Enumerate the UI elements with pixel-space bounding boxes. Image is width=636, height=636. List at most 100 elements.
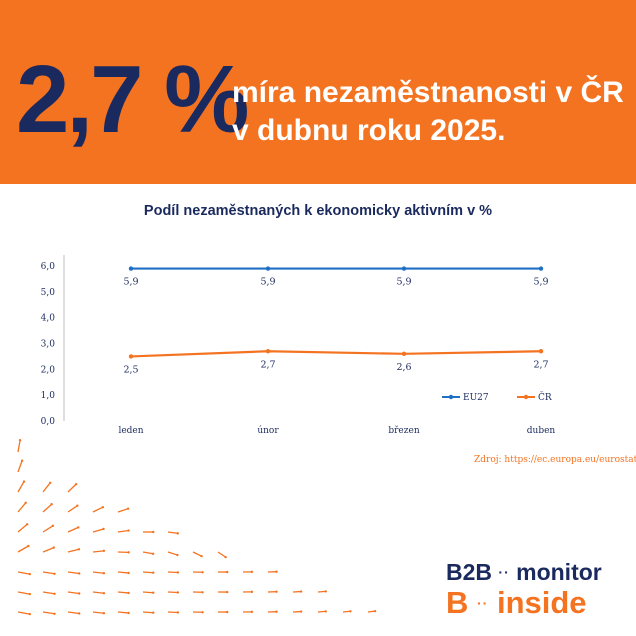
decor-arrow-head (324, 610, 327, 613)
decor-arrow-icon (17, 502, 27, 513)
decor-arrow-icon (342, 610, 351, 613)
legend-marker (448, 394, 454, 400)
data-point (538, 266, 544, 271)
decor-arrow-icon (142, 571, 154, 574)
decor-arrow-head (102, 527, 105, 531)
decor-arrow-head (152, 611, 155, 614)
decor-arrow-head (126, 507, 130, 510)
decor-arrow-icon (92, 571, 104, 574)
decor-arrow-head (18, 438, 22, 442)
decor-arrow-head (176, 553, 179, 557)
decor-arrow-head (28, 592, 32, 596)
logo-b2b: B2B (446, 559, 493, 585)
decor-arrow-head (201, 611, 204, 614)
arrow-pattern-decoration (17, 438, 377, 616)
decor-arrow-icon (17, 611, 30, 615)
headline-line-2: v dubnu roku 2025. (232, 114, 506, 147)
decor-arrow-head (78, 612, 81, 615)
decor-arrow-icon (42, 503, 53, 513)
data-label: 5,9 (533, 277, 548, 288)
decor-arrow-head (25, 523, 29, 526)
decor-arrow-icon (167, 531, 178, 535)
x-tick-label: leden (118, 426, 143, 436)
decor-arrow-icon (192, 551, 202, 557)
decor-arrow-icon (317, 610, 326, 613)
data-label: 5,9 (260, 277, 275, 288)
decor-arrow-head (224, 555, 227, 559)
decor-arrow-icon (17, 591, 30, 595)
x-tick-label: únor (257, 425, 279, 436)
y-tick-label: 2,0 (41, 365, 56, 375)
decor-arrow-icon (92, 506, 104, 513)
legend-label: EU27 (463, 393, 489, 403)
decor-arrow-head (53, 592, 56, 595)
decor-arrow-icon (217, 551, 226, 558)
decor-arrow-head (27, 544, 30, 548)
decor-arrow-icon (142, 551, 154, 555)
decor-arrow-icon (67, 571, 80, 575)
decor-arrow-head (225, 610, 229, 614)
decor-arrow-head (299, 610, 303, 613)
decor-arrow-head (77, 526, 80, 529)
series-group: 5,9 5,9 5,9 5,9 2,5 2,7 2,6 2,7 (123, 266, 549, 375)
decor-arrow-head (152, 530, 155, 534)
decor-arrow-head (76, 504, 79, 507)
decor-arrow-icon (67, 505, 78, 513)
decor-arrow-head (102, 612, 106, 615)
b2b-monitor-logo: B2B ·· monitor (446, 559, 602, 586)
decor-arrow-head (127, 591, 130, 595)
x-axis: leden únor březen duben (118, 425, 555, 436)
decor-arrow-icon (117, 529, 129, 533)
decor-arrow-head (78, 572, 81, 575)
decor-arrow-head (201, 591, 204, 594)
decor-arrow-icon (17, 460, 23, 473)
data-point (401, 351, 407, 357)
y-axis: 0,0 1,0 2,0 3,0 4,0 5,0 6,0 (41, 255, 65, 427)
source-note: Zdroj: https://ec.europa.eu/eurostat/ (474, 455, 636, 465)
data-point (128, 266, 134, 271)
y-tick-label: 1,0 (41, 391, 56, 401)
decor-arrow-icon (67, 483, 77, 493)
data-label: 2,6 (396, 362, 411, 373)
logo-monitor: monitor (516, 559, 602, 585)
decor-arrow-head (225, 590, 229, 594)
legend-marker (523, 394, 529, 400)
decor-arrow-head (78, 592, 81, 595)
decor-arrow-head (101, 505, 105, 509)
decor-arrow-head (48, 481, 52, 485)
decor-arrow-head (28, 612, 32, 616)
data-label: 2,5 (123, 364, 138, 375)
decor-arrow-icon (17, 440, 21, 453)
decor-arrow-head (102, 592, 106, 595)
decor-arrow-head (201, 571, 204, 574)
decor-arrow-head (51, 524, 55, 528)
decor-arrow-icon (17, 481, 25, 493)
logo-inside: inside (496, 585, 587, 620)
decor-arrow-icon (42, 525, 54, 533)
decor-arrow-icon (42, 591, 55, 595)
data-point (265, 266, 271, 271)
decor-arrow-head (28, 572, 32, 576)
decor-arrow-head (200, 554, 203, 558)
decor-arrow-icon (117, 591, 129, 594)
decor-arrow-icon (117, 508, 129, 513)
y-tick-label: 0,0 (41, 417, 56, 427)
decor-arrow-head (127, 571, 130, 575)
decor-arrow-head (250, 590, 254, 594)
decor-arrow-icon (167, 551, 178, 556)
x-tick-label: březen (388, 425, 419, 436)
decor-arrow-head (151, 552, 155, 555)
decor-arrow-head (225, 570, 229, 574)
decor-arrow-icon (117, 571, 129, 574)
header-banner: 2,7 % míra nezaměstnanosti v ČR v dubnu … (0, 0, 636, 184)
decor-arrow-head (176, 591, 180, 594)
legend-label: ČR (538, 391, 552, 403)
decor-arrow-head (250, 610, 254, 614)
decor-arrow-icon (67, 548, 80, 553)
decor-arrow-head (53, 612, 56, 615)
y-tick-label: 6,0 (41, 262, 56, 272)
decor-arrow-icon (17, 523, 28, 533)
decor-arrow-head (176, 571, 180, 574)
decor-arrow-head (275, 610, 278, 613)
